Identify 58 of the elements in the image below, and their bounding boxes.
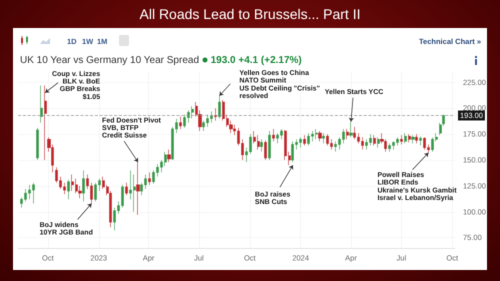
candlestick — [353, 126, 356, 140]
candlestick — [396, 136, 399, 146]
candlestick — [82, 170, 85, 202]
candlestick — [167, 149, 171, 162]
candlestick — [307, 132, 310, 146]
candlestick — [280, 128, 283, 140]
candlestick — [400, 134, 403, 145]
candlestick — [191, 106, 194, 119]
candlestick — [94, 182, 97, 202]
candlestick — [44, 85, 47, 160]
candlestick — [32, 182, 35, 204]
candlestick — [183, 114, 186, 128]
candlestick — [136, 162, 140, 216]
candlestick — [303, 134, 306, 146]
candlestick — [179, 116, 182, 130]
chart-title: All Roads Lead to Brussels... Part II — [138, 6, 362, 22]
candlestick — [419, 136, 422, 146]
candlestick — [71, 174, 74, 192]
candlestick — [214, 108, 217, 121]
candlestick — [311, 130, 314, 142]
candlestick — [67, 179, 70, 200]
candlestick — [291, 141, 294, 162]
y-axis-title: 193.0 +4.1 (+2.17%) — [210, 55, 302, 66]
candlestick — [36, 128, 39, 160]
candlestick — [133, 174, 136, 212]
candlestick — [268, 130, 271, 160]
candlestick — [264, 140, 267, 160]
candlestick — [28, 184, 31, 200]
candlestick — [326, 134, 329, 146]
candlestick — [272, 128, 275, 142]
candlestick — [318, 130, 322, 142]
candlestick — [415, 134, 418, 144]
candlestick — [125, 182, 128, 196]
candlestick — [392, 141, 395, 150]
candlestick — [322, 132, 325, 144]
candlestick — [206, 114, 209, 128]
candlestick — [431, 136, 434, 152]
candlestick — [346, 128, 349, 140]
candlestick — [276, 132, 279, 144]
candlestick — [388, 143, 391, 152]
candlestick — [411, 134, 415, 144]
candlestick — [369, 134, 372, 146]
candlestick — [257, 134, 260, 150]
candlestick — [334, 141, 337, 152]
candlestick — [423, 136, 426, 150]
candlestick — [148, 172, 151, 186]
candlestick — [260, 138, 263, 152]
candlestick — [373, 134, 376, 146]
candlestick — [408, 134, 411, 143]
candlestick — [40, 85, 43, 124]
candlestick — [404, 132, 407, 144]
candlestick — [210, 111, 213, 124]
candlestick — [218, 96, 221, 119]
candlestick — [377, 136, 380, 148]
candlestick — [315, 128, 318, 140]
candlestick — [299, 136, 302, 148]
chart-subtitle: UK 10 Year vs Germany 10 Year Spread — [20, 55, 200, 66]
candlestick — [361, 136, 364, 150]
